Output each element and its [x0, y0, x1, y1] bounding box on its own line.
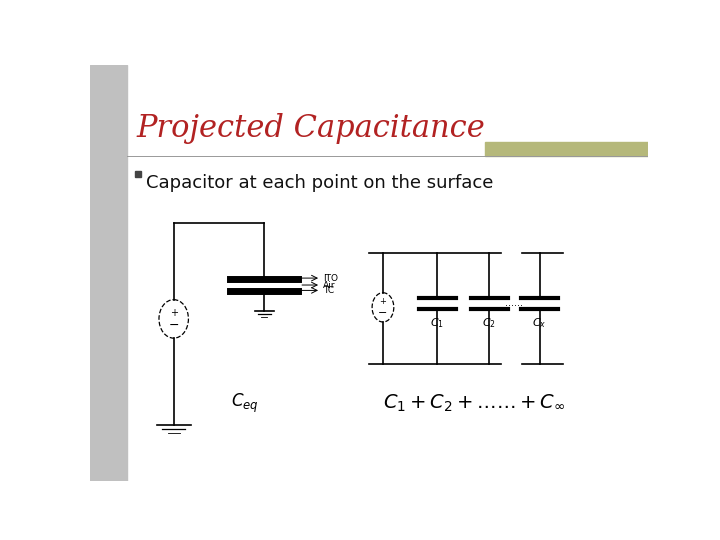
- Text: −: −: [378, 308, 387, 318]
- Text: $C_x$: $C_x$: [532, 316, 546, 329]
- Bar: [135, 171, 141, 177]
- Text: +: +: [379, 298, 387, 307]
- Text: Capacitor at each point on the surface: Capacitor at each point on the surface: [145, 174, 493, 192]
- Text: +: +: [170, 308, 178, 318]
- Text: $C_{eq}$: $C_{eq}$: [231, 392, 259, 415]
- Text: TC: TC: [323, 286, 334, 295]
- Text: Air: Air: [323, 280, 336, 289]
- Text: $C_2$: $C_2$: [482, 316, 496, 329]
- Text: ......: ......: [505, 299, 523, 308]
- Text: $C_1+C_2+\ldots\ldots +C_\infty$: $C_1+C_2+\ldots\ldots +C_\infty$: [382, 393, 564, 414]
- Text: $C_1$: $C_1$: [430, 316, 444, 329]
- Text: Projected Capacitance: Projected Capacitance: [137, 112, 485, 144]
- Bar: [485, 142, 648, 156]
- Bar: [90, 65, 127, 481]
- Text: −: −: [168, 319, 179, 332]
- Text: ITO: ITO: [323, 274, 338, 282]
